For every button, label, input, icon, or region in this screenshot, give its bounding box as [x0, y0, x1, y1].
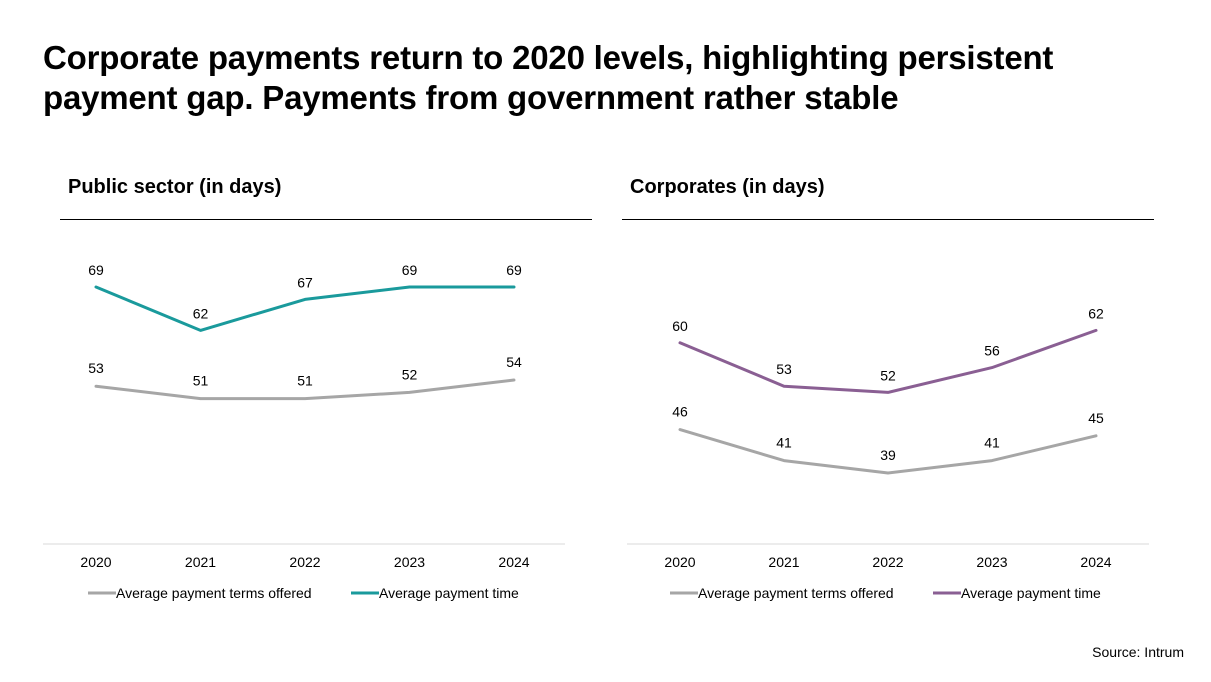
corporates-payment-time-data-label: 53: [776, 361, 792, 377]
corporates-x-tick-label: 2022: [872, 554, 903, 570]
corporates-terms-line: [678, 428, 1098, 475]
corporates-x-tick-label: 2023: [976, 554, 1007, 570]
public-x-tick-label: 2021: [185, 554, 216, 570]
public-x-tick-label: 2024: [498, 554, 529, 570]
public-terms-line: [94, 378, 516, 401]
corporates-title-rule: [622, 219, 1154, 220]
public-terms-data-label: 51: [193, 373, 209, 389]
public-payment-time-data-label: 69: [506, 262, 522, 278]
corporates-legend-terms-label: Average payment terms offered: [698, 585, 894, 601]
source-note: Source: Intrum: [1092, 644, 1184, 660]
corporates-payment-time-line: [678, 328, 1098, 394]
public-payment-time-data-label: 67: [297, 274, 313, 290]
corporates-terms-data-label: 41: [776, 435, 792, 451]
corporates-payment-time-data-label: 56: [984, 343, 1000, 359]
public-x-tick-label: 2020: [80, 554, 111, 570]
public-x-tick-label: 2022: [289, 554, 320, 570]
public-terms-data-label: 53: [88, 360, 104, 376]
public-payment-time-data-label: 69: [402, 262, 418, 278]
corporates-terms-data-label: 46: [672, 404, 688, 420]
page-title: Corporate payments return to 2020 levels…: [43, 39, 1054, 116]
public-payment-time-data-label: 62: [193, 305, 209, 321]
corporates-chart-title: Corporates (in days): [630, 176, 825, 198]
public-sector-title-rule: [60, 219, 592, 220]
public-payment-time-line: [94, 285, 516, 332]
corporates-terms-data-label: 45: [1088, 410, 1104, 426]
corporates-x-tick-label: 2021: [768, 554, 799, 570]
corporates-payment-time-data-label: 62: [1088, 305, 1104, 321]
corporates-payment-time-data-label: 60: [672, 318, 688, 334]
public-x-tick-label: 2023: [394, 554, 425, 570]
corporates-payment-time-data-label: 52: [880, 367, 896, 383]
corporates-terms-data-label: 41: [984, 435, 1000, 451]
public-payment-time-data-label: 69: [88, 262, 104, 278]
public-terms-data-label: 51: [297, 373, 313, 389]
public-legend-terms-label: Average payment terms offered: [116, 585, 312, 601]
public-terms-data-label: 54: [506, 354, 522, 370]
corporates-x-tick-label: 2020: [664, 554, 695, 570]
public-terms-data-label: 52: [402, 366, 418, 382]
corporates-x-tick-label: 2024: [1080, 554, 1111, 570]
public-sector-chart-title: Public sector (in days): [68, 176, 282, 198]
public-legend-payment-time-label: Average payment time: [379, 585, 519, 601]
corporates-terms-data-label: 39: [880, 447, 896, 463]
corporates-legend-payment-time-label: Average payment time: [961, 585, 1101, 601]
